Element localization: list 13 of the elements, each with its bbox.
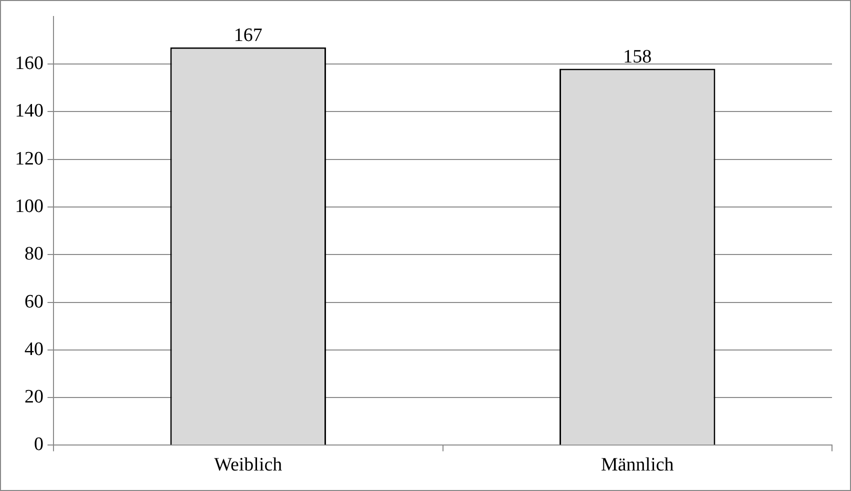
x-tick-label: Weiblich [214, 454, 283, 476]
data-label: 167 [234, 24, 262, 46]
y-tick-label: 0 [34, 434, 44, 456]
y-tick-label: 160 [15, 53, 44, 74]
y-tick-label: 140 [15, 100, 44, 122]
y-tick-label: 100 [15, 196, 44, 217]
y-tick-label: 60 [24, 291, 44, 312]
y-tick-label: 20 [24, 386, 44, 408]
data-label: 158 [623, 46, 652, 68]
y-tick-label: 40 [24, 338, 44, 360]
y-tick-label: 80 [24, 244, 44, 265]
y-tick-label: 120 [15, 148, 44, 170]
x-tick-label: Männlich [600, 454, 674, 476]
